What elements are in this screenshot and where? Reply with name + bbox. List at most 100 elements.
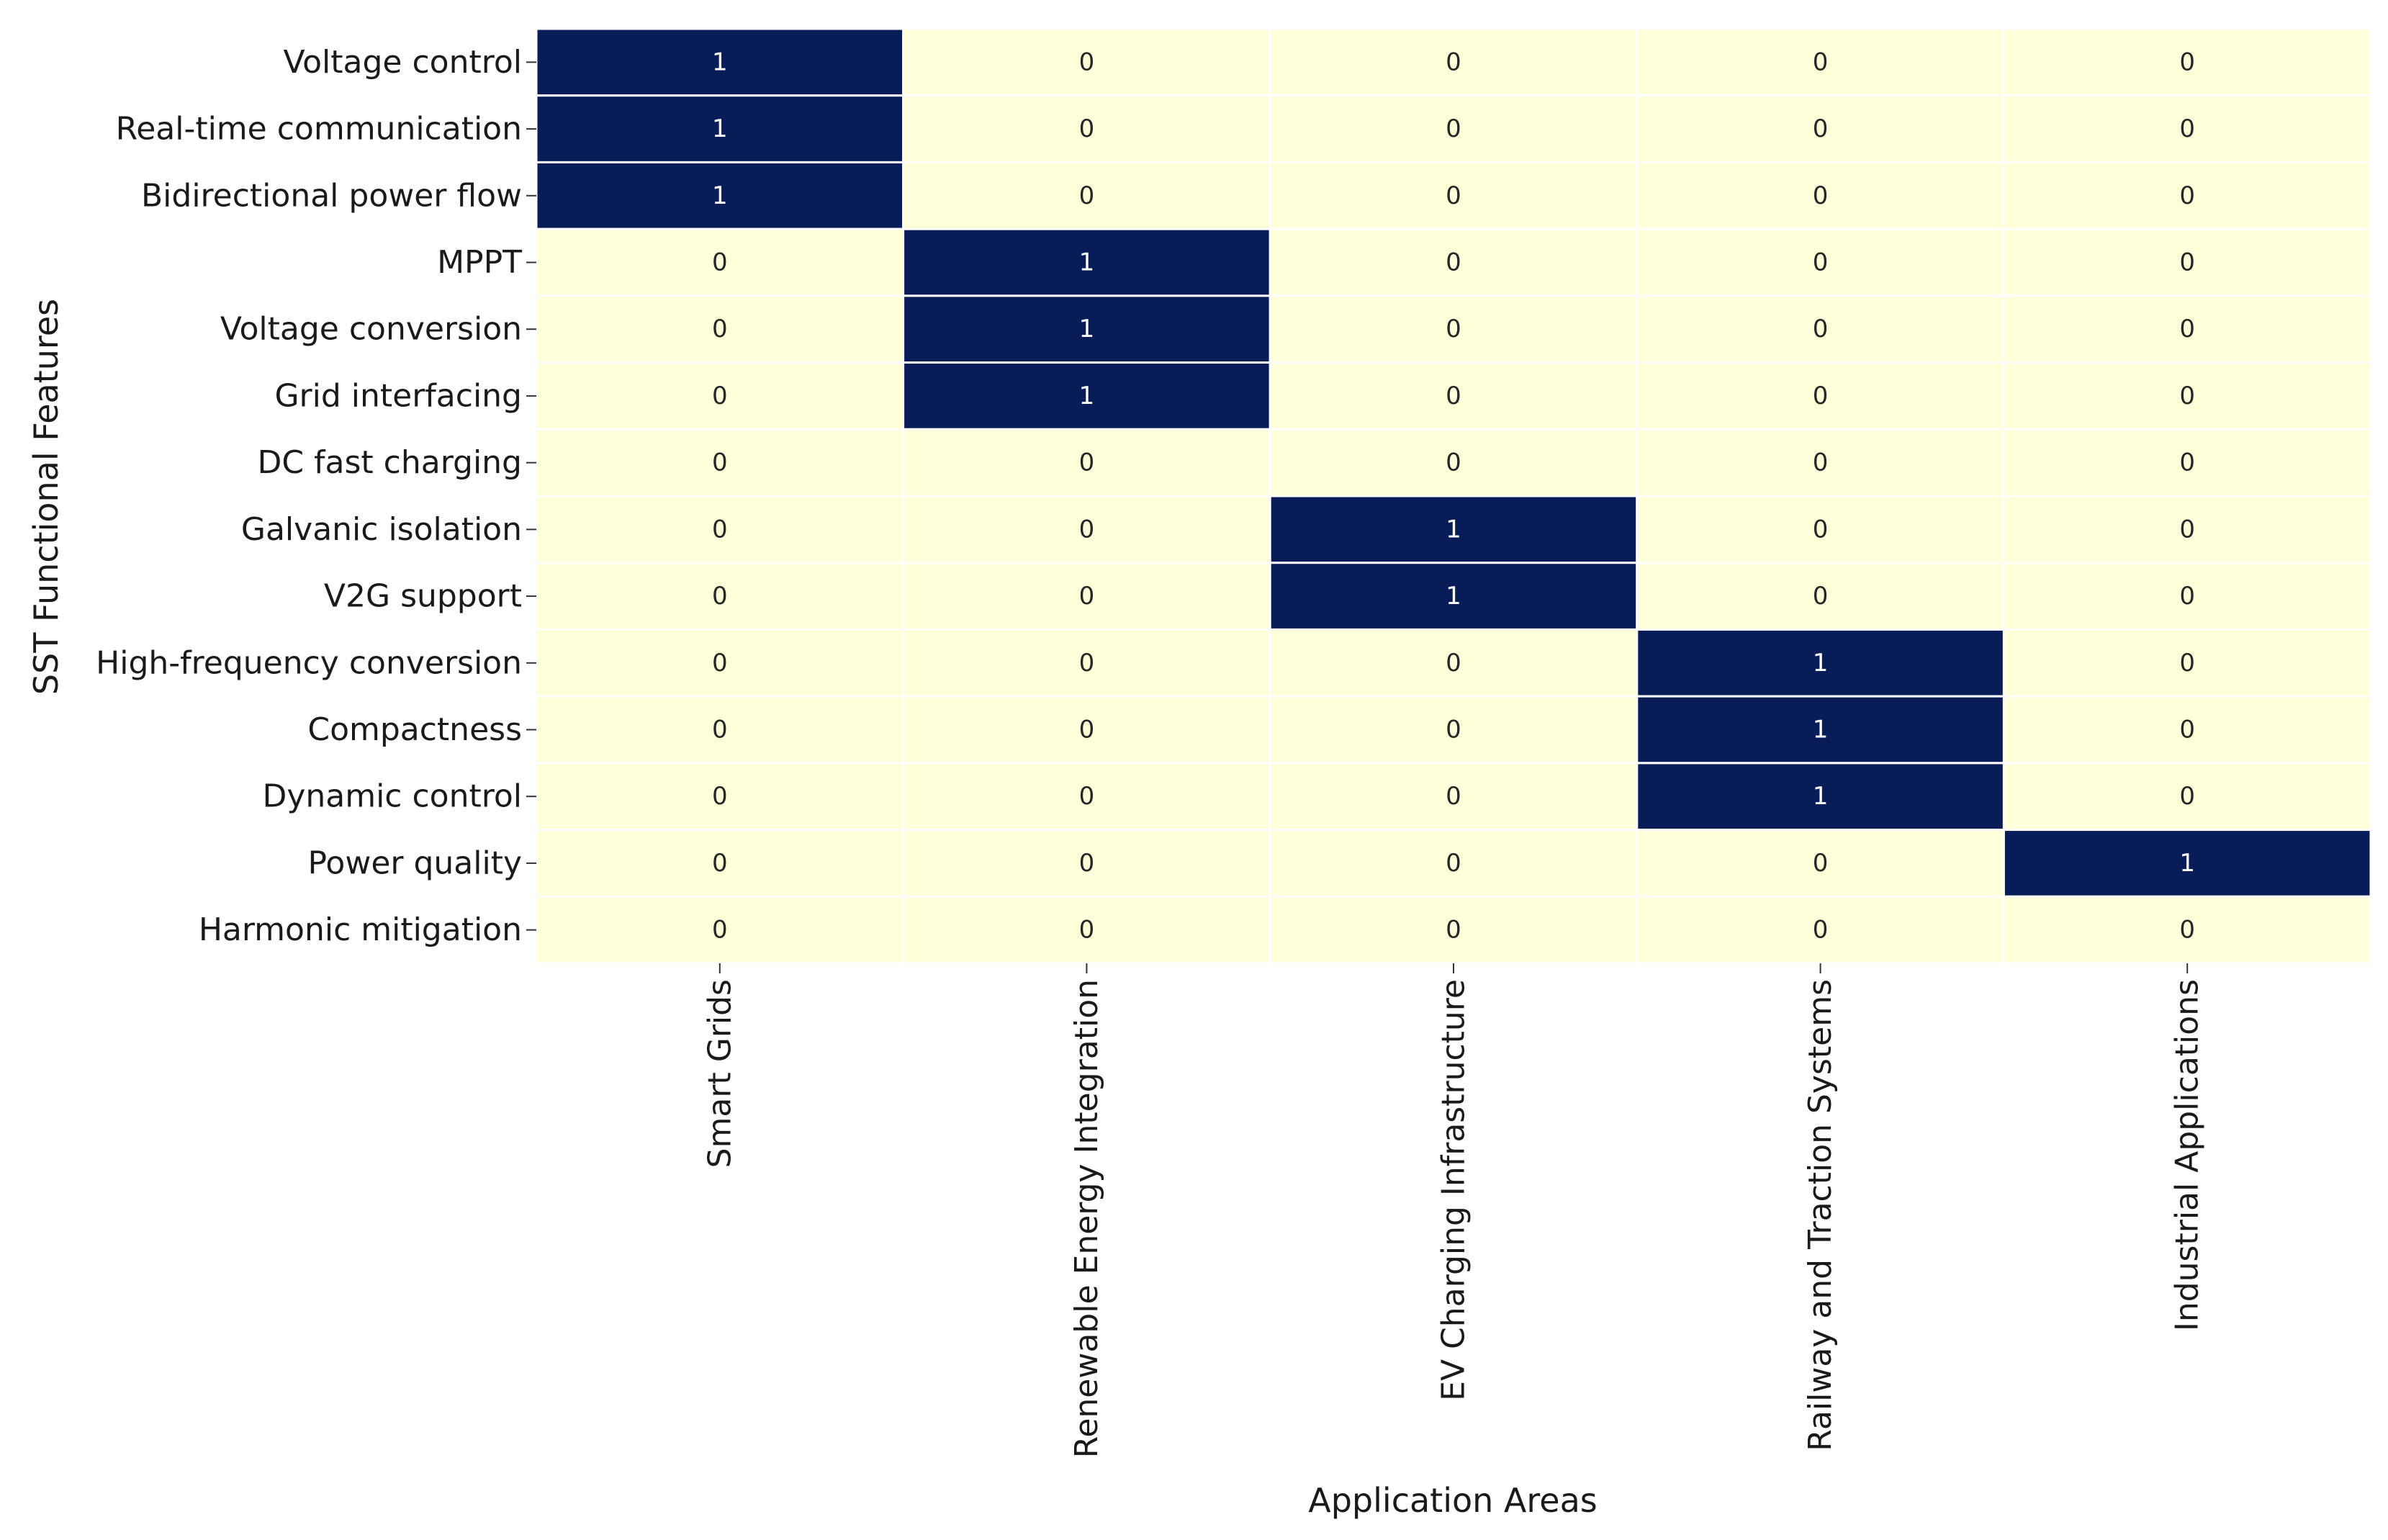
cell-value-label: 0 [1446,248,1461,277]
heatmap-cell [1269,628,1639,698]
cell-value-label: 0 [2179,582,2195,611]
cell-value-label: 1 [1446,515,1461,544]
heatmap-cell [535,27,905,97]
heatmap-cells: 1 0 0 0 0 1 0 0 0 0 1 0 0 0 0 0 1 0 0 0 0 1 0 0 0 0 1 0 0 0 0 0 0 0 0 0 0 1 0 0… [535,27,2372,965]
heatmap-cell [902,495,1271,564]
heatmap-cell [902,228,1271,297]
cell-value-label: 1 [2179,849,2195,878]
heatmap-cell [535,895,905,965]
cell-value-label: 0 [1446,449,1461,477]
cell-value-label: 1 [712,114,728,143]
cell-value-label: 0 [1813,382,1829,410]
y-tick-label: Power quality [307,845,522,881]
cell-value-label: 0 [1813,582,1829,611]
cell-value-label: 0 [1446,181,1461,210]
cell-value-label: 0 [1079,849,1095,878]
heatmap-cell [2002,695,2372,765]
heatmap-cell [1636,628,2005,698]
heatmap-cell [1636,228,2005,297]
cell-value-label: 0 [1079,181,1095,210]
heatmap-cell [1269,294,1639,364]
heatmap-cell [1636,829,2005,898]
cell-value-label: 0 [1079,582,1095,611]
x-tick-label: Railway and Traction Systems [1802,979,1839,1451]
y-tick-label: V2G support [324,578,522,615]
heatmap-cell [902,294,1271,364]
heatmap-cell [2002,562,2372,631]
y-tick-label: Voltage control [283,44,522,81]
heatmap-cell [2002,294,2372,364]
cell-value-label: 0 [2179,782,2195,811]
heatmap-cell [902,361,1271,431]
cell-value-label: 0 [1446,649,1461,677]
cell-value-label: 0 [2179,181,2195,210]
y-tick-label: Harmonic mitigation [199,911,522,948]
cell-value-label: 0 [1079,48,1095,76]
heatmap-cell [902,895,1271,965]
cell-value-label: 1 [1079,315,1095,343]
cell-value-label: 0 [2179,515,2195,544]
cell-value-label: 1 [1813,782,1829,811]
cell-value-label: 0 [1813,114,1829,143]
y-tick-label: MPPT [437,244,522,281]
y-tick-label: Galvanic isolation [241,511,522,548]
heatmap-cell [535,495,905,564]
cell-value-label: 0 [1813,849,1829,878]
heatmap-cell [1636,895,2005,965]
cell-value-label: 0 [2179,916,2195,945]
heatmap-cell [2002,895,2372,965]
cell-value-label: 0 [1446,114,1461,143]
cell-value-label: 1 [1813,716,1829,744]
x-axis-title: Application Areas [1308,1481,1597,1520]
cell-value-label: 0 [1446,716,1461,744]
cell-value-label: 0 [1813,248,1829,277]
x-tick-label: Industrial Applications [2169,979,2206,1331]
cell-value-label: 0 [712,849,728,878]
cell-value-label: 1 [712,48,728,76]
heatmap-cell [1269,228,1639,297]
heatmap-cell [535,829,905,898]
cell-value-label: 0 [2179,315,2195,343]
cell-value-label: 0 [712,248,728,277]
cell-value-label: 0 [1813,916,1829,945]
heatmap-cell [902,27,1271,97]
cell-value-label: 0 [712,649,728,677]
cell-value-label: 0 [1079,649,1095,677]
cell-value-label: 0 [1813,315,1829,343]
cell-value-label: 0 [1446,382,1461,410]
cell-value-label: 0 [712,716,728,744]
x-tick-label: EV Charging Infrastructure [1436,979,1472,1401]
cell-value-label: 0 [1446,782,1461,811]
cell-value-label: 1 [1079,382,1095,410]
cell-value-label: 0 [1446,315,1461,343]
heatmap-cell [2002,228,2372,297]
cell-value-label: 0 [1813,48,1829,76]
y-tick-label: Bidirectional power flow [141,177,522,214]
cell-value-label: 0 [712,582,728,611]
heatmap-cell [535,428,905,497]
cell-value-label: 0 [712,315,728,343]
x-tick-label: Renewable Energy Integration [1068,979,1105,1458]
heatmap-cell [902,628,1271,698]
y-tick-label: Dynamic control [262,778,522,815]
heatmap-cell [535,628,905,698]
cell-value-label: 0 [1079,449,1095,477]
cell-value-label: 0 [2179,382,2195,410]
y-axis-title: SST Functional Features [27,299,66,695]
cell-value-label: 0 [1079,782,1095,811]
heatmap-cell [535,695,905,765]
cell-value-label: 0 [712,449,728,477]
cell-value-label: 0 [2179,649,2195,677]
cell-value-label: 1 [712,181,728,210]
y-tick-label: Real-time communication [116,111,522,148]
cell-value-label: 0 [712,916,728,945]
heatmap-cell [1269,695,1639,765]
cell-value-label: 1 [1446,582,1461,611]
cell-value-label: 0 [1813,449,1829,477]
x-tick-label: Smart Grids [701,979,738,1168]
cell-value-label: 0 [2179,114,2195,143]
cell-value-label: 0 [1079,916,1095,945]
cell-value-label: 0 [2179,716,2195,744]
cell-value-label: 0 [1446,849,1461,878]
heatmap-cell [1636,361,2005,431]
